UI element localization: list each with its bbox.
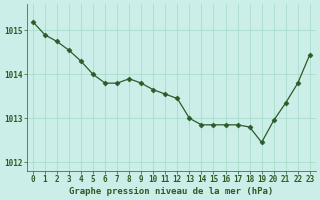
X-axis label: Graphe pression niveau de la mer (hPa): Graphe pression niveau de la mer (hPa) (69, 187, 274, 196)
